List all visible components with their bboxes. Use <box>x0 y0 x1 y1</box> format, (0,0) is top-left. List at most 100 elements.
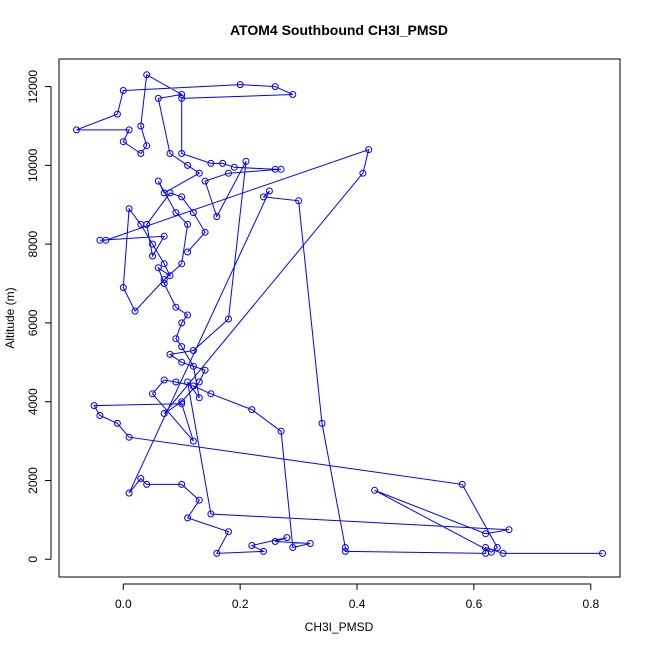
chart-title: ATOM4 Southbound CH3I_PMSD <box>230 22 448 38</box>
y-axis-label: Altitude (m) <box>3 287 17 348</box>
x-tick-label: 0.6 <box>466 597 483 611</box>
x-tick-label: 0.0 <box>115 597 132 611</box>
y-tick-label: 2000 <box>26 467 40 494</box>
data-point <box>149 240 156 248</box>
data-point <box>160 276 168 284</box>
data-point <box>154 264 162 272</box>
data-point <box>195 394 203 402</box>
x-axis-label: CH3I_PMSD <box>305 620 374 634</box>
data-point <box>143 142 151 150</box>
series-line <box>76 73 603 554</box>
data-point <box>207 390 215 398</box>
data-point <box>96 412 104 419</box>
data-point <box>178 319 186 327</box>
data-point <box>149 390 156 398</box>
data-point <box>172 303 180 311</box>
data-point <box>96 236 104 244</box>
data-point <box>149 252 156 260</box>
y-tick-label: 4000 <box>26 388 40 415</box>
data-point <box>189 209 197 217</box>
data-point <box>225 169 232 177</box>
data-point <box>295 197 303 205</box>
data-point <box>341 544 349 551</box>
data-point <box>166 350 174 358</box>
data-point <box>260 547 267 555</box>
data-point <box>213 549 221 557</box>
data-point <box>125 126 133 134</box>
data-point <box>341 547 349 555</box>
data-point <box>166 150 174 157</box>
data-point <box>172 335 180 343</box>
data-point <box>201 177 209 185</box>
series-layer <box>73 71 606 557</box>
data-point <box>201 366 209 374</box>
data-point <box>154 94 162 102</box>
data-point <box>178 150 186 157</box>
data-point <box>289 544 297 551</box>
data-point <box>248 406 256 414</box>
data-point <box>160 280 168 287</box>
data-point <box>242 157 250 165</box>
data-point <box>184 220 192 228</box>
data-point <box>113 419 121 427</box>
data-point <box>184 514 192 522</box>
data-point <box>213 213 221 221</box>
data-point <box>172 209 180 217</box>
data-point <box>277 427 285 435</box>
data-point <box>131 307 139 315</box>
data-point <box>137 150 145 157</box>
data-point <box>184 378 192 386</box>
data-point <box>143 71 151 79</box>
data-point <box>265 187 273 195</box>
data-point <box>184 161 192 169</box>
data-point <box>172 378 180 386</box>
data-point <box>137 475 145 482</box>
data-point <box>119 87 127 94</box>
data-point <box>160 232 168 240</box>
data-point <box>125 205 133 213</box>
data-point <box>225 528 232 536</box>
y-tick-label: 8000 <box>26 230 40 257</box>
data-point <box>90 402 98 410</box>
data-point <box>166 272 174 280</box>
data-point <box>178 91 186 98</box>
data-point <box>160 376 168 384</box>
data-point <box>178 260 186 268</box>
data-point <box>306 540 314 547</box>
data-point <box>125 489 133 497</box>
data-point <box>482 530 490 538</box>
data-point <box>178 193 186 201</box>
data-point <box>271 538 279 545</box>
data-point <box>289 91 297 98</box>
data-point <box>499 549 507 557</box>
data-point <box>178 343 186 351</box>
data-point <box>505 526 513 534</box>
data-point <box>189 437 197 445</box>
data-point <box>178 480 186 488</box>
y-tick-label: 6000 <box>26 309 40 336</box>
data-point <box>201 228 209 236</box>
data-point <box>248 542 256 549</box>
data-point <box>184 248 192 256</box>
data-point <box>230 163 238 171</box>
data-point <box>236 81 244 89</box>
data-point <box>73 126 80 134</box>
data-point <box>207 510 215 518</box>
data-point <box>143 220 151 228</box>
data-point <box>178 398 186 406</box>
data-point <box>271 83 279 91</box>
data-point <box>166 189 174 197</box>
y-tick-label: 10000 <box>26 148 40 182</box>
data-point <box>189 362 197 370</box>
data-point <box>137 122 145 130</box>
data-point <box>119 284 127 291</box>
data-point <box>487 548 495 556</box>
data-point <box>195 496 203 504</box>
y-tick-label: 0 <box>26 556 40 563</box>
y-tick-label: 12000 <box>26 70 40 104</box>
data-point <box>178 400 186 408</box>
data-point <box>154 177 162 185</box>
data-point <box>160 260 168 268</box>
data-point <box>119 138 127 146</box>
